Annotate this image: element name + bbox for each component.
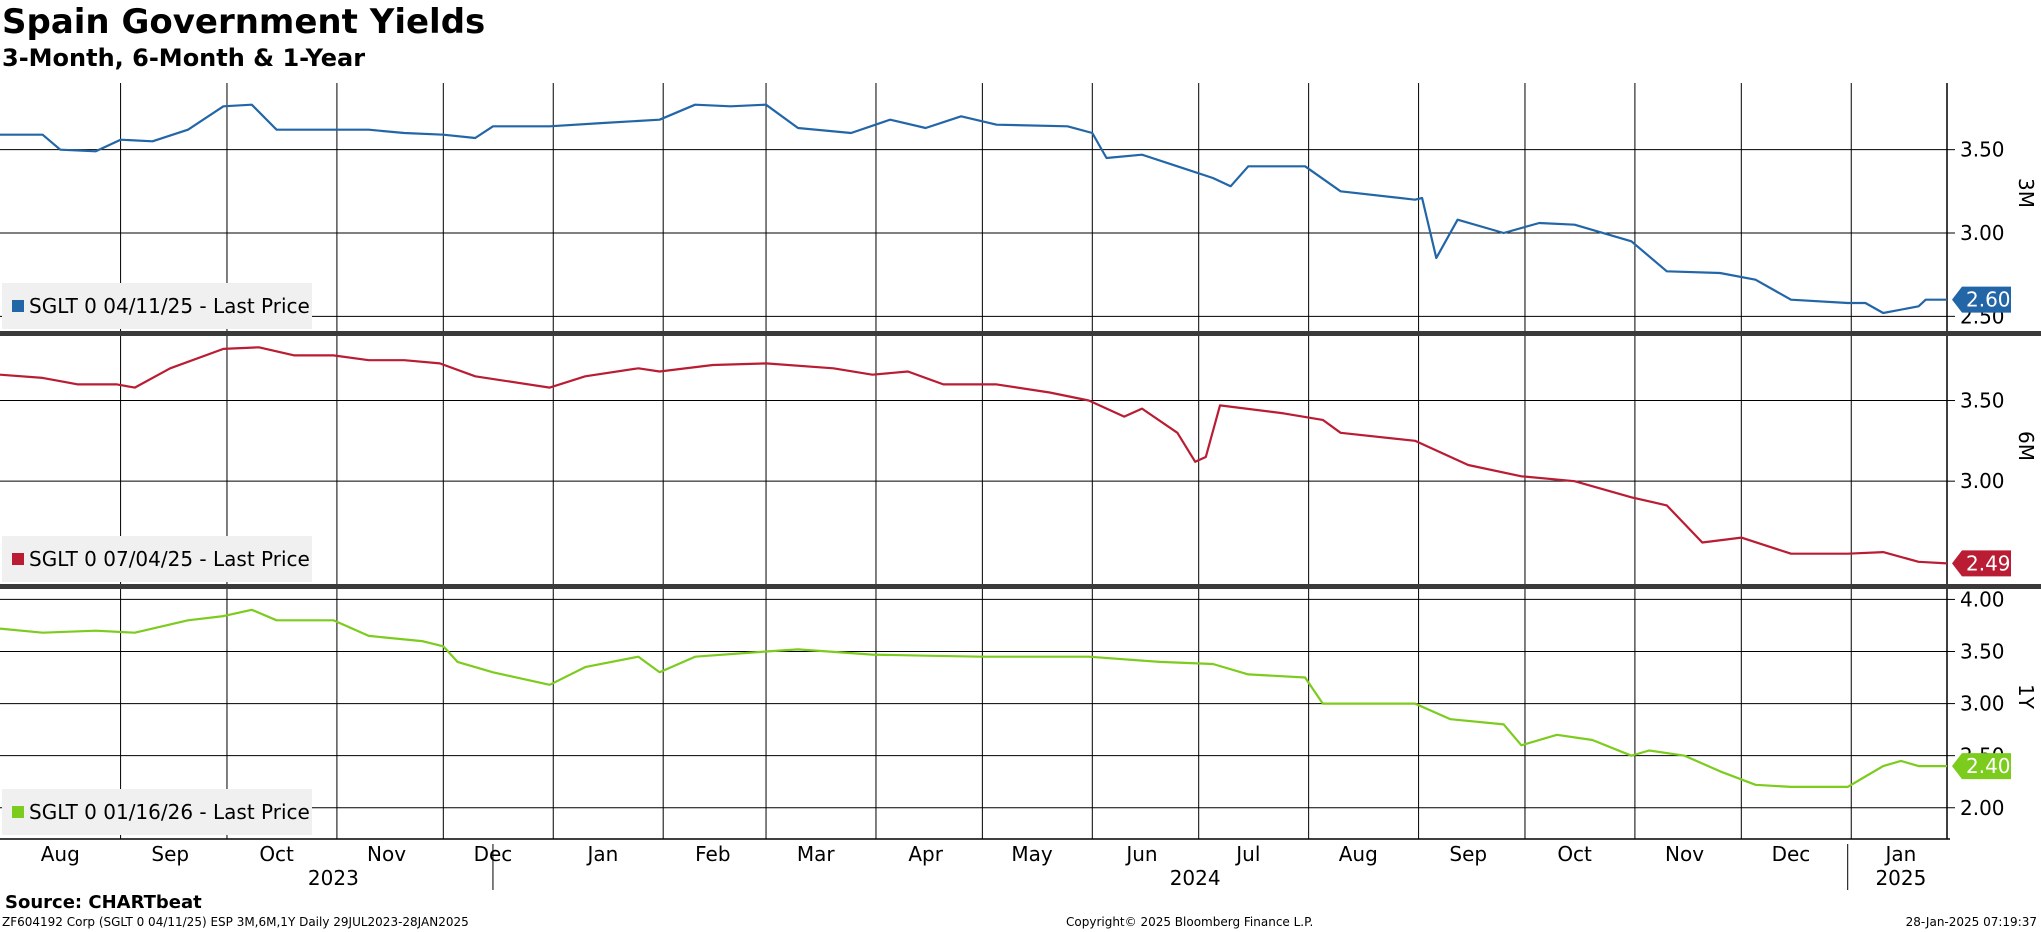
x-tick-label: Nov <box>1665 842 1704 866</box>
x-tick-label: Aug <box>1339 842 1378 866</box>
y-tick-label: 3.50 <box>1960 640 2005 664</box>
source-note: Source: CHARTbeat <box>5 892 202 913</box>
panel-label: 3M <box>2014 178 2038 208</box>
x-tick-label: Jun <box>1124 842 1157 866</box>
legend-label: SGLT 0 01/16/26 - Last Price <box>29 800 310 824</box>
legend-swatch <box>12 806 24 818</box>
last-value-label: 2.40 <box>1966 754 2011 778</box>
x-tick-label: Mar <box>797 842 836 866</box>
panel-label: 1Y <box>2014 684 2038 710</box>
legend-label: SGLT 0 04/11/25 - Last Price <box>29 294 310 318</box>
legend-swatch <box>12 300 24 312</box>
x-tick-label: Apr <box>908 842 943 866</box>
x-tick-label: Oct <box>259 842 294 866</box>
y-tick-label: 3.00 <box>1960 469 2005 493</box>
year-label: 2023 <box>308 866 359 890</box>
series-line-3M <box>0 103 1947 315</box>
y-tick-label: 3.50 <box>1960 138 2005 162</box>
y-tick-label: 2.00 <box>1960 796 2005 820</box>
x-tick-label: Jul <box>1234 842 1260 866</box>
ticker-info: ZF604192 Corp (SGLT 0 04/11/25) ESP 3M,6… <box>2 915 469 929</box>
timestamp: 28-Jan-2025 07:19:37 <box>1905 915 2037 929</box>
x-tick-label: Sep <box>1449 842 1487 866</box>
last-value-tag <box>1952 753 2011 780</box>
last-value-label: 2.60 <box>1966 288 2011 312</box>
y-tick-label: 3.50 <box>1960 389 2005 413</box>
x-tick-label: May <box>1011 842 1053 866</box>
y-tick-label: 3.00 <box>1960 692 2005 716</box>
legend-swatch <box>12 553 24 565</box>
copyright-note: Copyright© 2025 Bloomberg Finance L.P. <box>1066 915 1314 929</box>
legend-label: SGLT 0 07/04/25 - Last Price <box>29 547 310 571</box>
legend-box <box>2 536 312 582</box>
year-label: 2025 <box>1875 866 1926 890</box>
legend-box <box>2 283 312 329</box>
last-value-tag <box>1952 286 2011 313</box>
y-tick-label: 3.00 <box>1960 221 2005 245</box>
x-tick-label: Jan <box>1883 842 1916 866</box>
y-tick-label: 4.00 <box>1960 587 2005 611</box>
x-tick-label: Nov <box>367 842 406 866</box>
series-line-6M <box>0 346 1948 565</box>
panel-separator <box>0 331 2041 336</box>
x-tick-label: Jan <box>585 842 618 866</box>
panel-separator <box>0 584 2041 589</box>
last-value-label: 2.49 <box>1966 551 2011 575</box>
chart-subtitle: 3-Month, 6-Month & 1-Year <box>2 44 366 72</box>
x-tick-label: Aug <box>41 842 80 866</box>
x-tick-label: Sep <box>151 842 189 866</box>
series-line-1Y <box>0 608 1947 789</box>
x-tick-label: Oct <box>1557 842 1592 866</box>
legend-box <box>2 789 312 835</box>
year-label: 2024 <box>1170 866 1221 890</box>
panel-label: 6M <box>2014 431 2038 461</box>
last-value-tag <box>1952 550 2011 577</box>
chart-title: Spain Government Yields <box>2 2 486 42</box>
x-tick-label: Feb <box>695 842 730 866</box>
x-tick-label: Dec <box>1772 842 1811 866</box>
